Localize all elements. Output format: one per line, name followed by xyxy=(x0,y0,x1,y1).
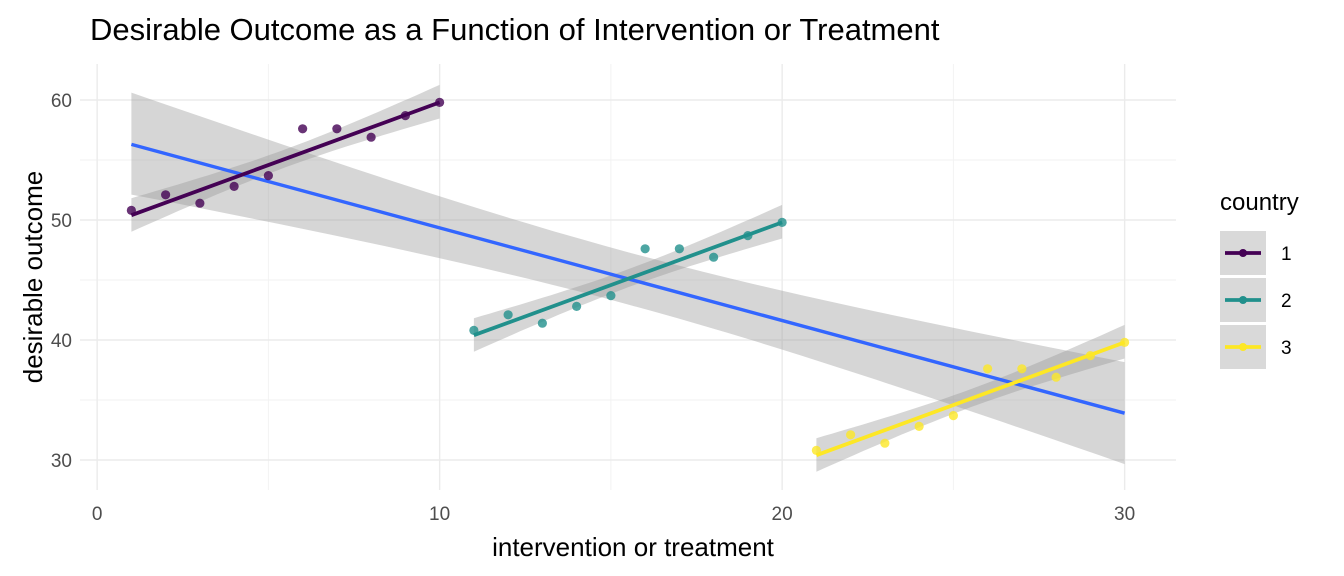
point-country-2 xyxy=(503,310,513,320)
point-country-1 xyxy=(435,97,445,107)
y-tick-label: 30 xyxy=(51,451,72,472)
point-country-1 xyxy=(161,190,171,200)
point-country-2 xyxy=(572,301,582,311)
x-axis-title: intervention or treatment xyxy=(492,532,775,562)
y-tick-label: 50 xyxy=(51,211,72,232)
tick-labels: 0 10 20 30 30 40 50 60 xyxy=(51,91,1135,525)
point-country-3 xyxy=(880,438,890,448)
legend-key-point xyxy=(1239,343,1247,351)
point-country-3 xyxy=(914,421,924,431)
legend-item-2: 2 xyxy=(1220,278,1292,322)
point-country-3 xyxy=(1085,351,1095,361)
point-country-1 xyxy=(298,124,308,134)
point-country-1 xyxy=(400,111,410,121)
point-country-2 xyxy=(709,252,719,262)
point-country-3 xyxy=(1120,337,1130,347)
data-points xyxy=(126,97,1130,455)
point-country-3 xyxy=(846,430,856,440)
x-tick-label: 0 xyxy=(92,504,103,525)
legend-label: 2 xyxy=(1281,291,1292,312)
point-country-2 xyxy=(777,217,787,227)
legend: country 1 2 3 xyxy=(1220,189,1299,369)
legend-title: country xyxy=(1220,189,1299,216)
point-country-2 xyxy=(606,291,616,301)
point-country-1 xyxy=(263,171,273,181)
regression-lines xyxy=(130,100,1126,457)
point-country-2 xyxy=(743,231,753,241)
point-country-1 xyxy=(126,205,136,215)
fit-line-country-3 xyxy=(815,340,1126,457)
fit-line-country-1 xyxy=(130,100,441,217)
point-country-1 xyxy=(229,181,239,191)
point-country-2 xyxy=(537,318,547,328)
point-country-2 xyxy=(469,325,479,335)
y-axis-title: desirable outcome xyxy=(18,171,48,383)
y-tick-label: 60 xyxy=(51,91,72,112)
x-tick-label: 30 xyxy=(1114,504,1135,525)
legend-item-1: 1 xyxy=(1220,231,1292,275)
chart-title: Desirable Outcome as a Function of Inter… xyxy=(90,12,940,47)
point-country-2 xyxy=(674,244,684,254)
legend-key-point xyxy=(1239,249,1247,257)
point-country-3 xyxy=(983,364,993,374)
point-country-3 xyxy=(1051,372,1061,382)
point-country-1 xyxy=(195,198,205,208)
legend-keys: 1 2 3 xyxy=(1220,231,1292,369)
legend-item-3: 3 xyxy=(1220,325,1292,369)
point-country-2 xyxy=(640,244,650,254)
point-country-3 xyxy=(811,445,821,455)
legend-label: 3 xyxy=(1281,338,1292,359)
x-tick-label: 10 xyxy=(429,504,450,525)
legend-key-point xyxy=(1239,296,1247,304)
y-tick-label: 40 xyxy=(51,331,72,352)
point-country-3 xyxy=(1017,364,1027,374)
fit-line-country-2 xyxy=(473,220,783,337)
legend-label: 1 xyxy=(1281,244,1292,265)
point-country-1 xyxy=(366,132,376,142)
point-country-1 xyxy=(332,124,342,134)
x-tick-label: 20 xyxy=(772,504,793,525)
point-country-3 xyxy=(948,411,958,421)
